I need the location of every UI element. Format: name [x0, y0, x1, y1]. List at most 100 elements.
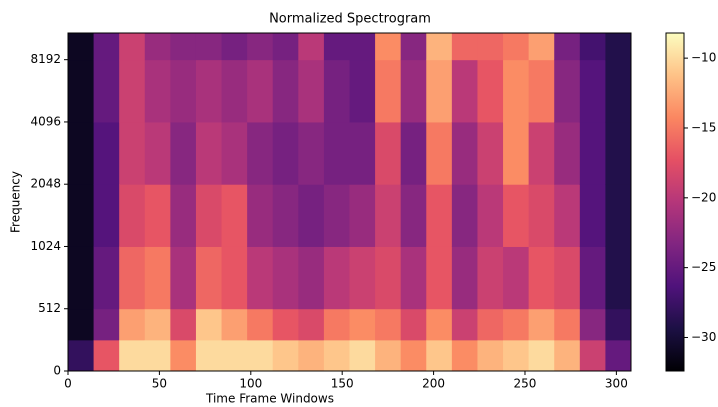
- heatmap-cell: [323, 308, 350, 341]
- x-axis-label: Time Frame Windows: [205, 392, 334, 406]
- colorbar: [665, 32, 685, 372]
- heatmap-cell: [272, 246, 299, 310]
- heatmap-cell: [451, 339, 478, 372]
- y-tick-label: 1024: [30, 239, 61, 253]
- heatmap-cell: [375, 308, 402, 341]
- y-tick-label: 8192: [30, 52, 61, 66]
- heatmap-cell: [170, 33, 197, 61]
- heatmap-cell: [528, 184, 555, 247]
- heatmap-cell: [195, 121, 223, 185]
- heatmap-cell: [554, 33, 581, 61]
- heatmap-cell: [68, 339, 95, 372]
- heatmap-cell: [144, 308, 171, 341]
- heatmap-cell: [272, 59, 299, 123]
- heatmap-cell: [247, 33, 274, 61]
- heatmap-cell: [605, 246, 632, 310]
- heatmap-cell: [119, 121, 146, 185]
- heatmap-cell: [426, 59, 453, 123]
- heatmap-cell: [323, 246, 350, 310]
- heatmap-cell: [349, 121, 376, 185]
- heatmap-cell: [119, 339, 146, 372]
- heatmap-cell: [144, 121, 171, 185]
- heatmap-cell: [272, 184, 299, 247]
- colorbar-tick-label: −20: [691, 190, 716, 204]
- heatmap-cell: [93, 184, 120, 247]
- heatmap-cell: [221, 308, 248, 341]
- heatmap-cell: [323, 184, 350, 247]
- heatmap-cell: [451, 308, 478, 341]
- y-tick-label: 512: [38, 301, 61, 315]
- heatmap-cell: [221, 246, 248, 310]
- heatmap-cell: [93, 308, 120, 341]
- heatmap-cell: [144, 33, 171, 61]
- colorbar-tick-label: −25: [691, 260, 716, 274]
- heatmap-cell: [298, 308, 325, 341]
- x-tick-label: 300: [605, 377, 628, 391]
- heatmap-cell: [144, 59, 171, 123]
- heatmap-cell: [68, 33, 95, 61]
- heatmap-cell: [375, 184, 402, 247]
- heatmap-cell: [221, 121, 248, 185]
- heatmap-cell: [349, 308, 376, 341]
- heatmap-cell: [247, 59, 274, 123]
- heatmap-cell: [170, 308, 197, 341]
- heatmap-cell: [247, 121, 274, 185]
- heatmap-cell: [68, 184, 95, 247]
- heatmap-cell: [528, 59, 555, 123]
- x-tick-label: 50: [152, 377, 167, 391]
- heatmap-cell: [349, 246, 376, 310]
- y-tick-label: 2048: [30, 177, 61, 191]
- heatmap-cell: [221, 59, 248, 123]
- heatmap-cell: [119, 246, 146, 310]
- heatmap-cell: [579, 339, 606, 372]
- y-tick-label: 4096: [30, 114, 61, 128]
- heatmap-cell: [349, 33, 376, 61]
- heatmap-cell: [400, 33, 427, 61]
- heatmap-cell: [477, 33, 504, 61]
- heatmap-cell: [451, 59, 478, 123]
- heatmap-cell: [554, 184, 581, 247]
- heatmap-cell: [68, 59, 95, 123]
- x-tick-label: 150: [331, 377, 354, 391]
- heatmap: [68, 33, 632, 372]
- heatmap-cell: [579, 33, 606, 61]
- heatmap-cell: [426, 184, 453, 247]
- heatmap-cell: [400, 246, 427, 310]
- heatmap-cell: [93, 33, 120, 61]
- heatmap-cell: [272, 33, 299, 61]
- heatmap-cell: [298, 33, 325, 61]
- heatmap-cell: [323, 59, 350, 123]
- heatmap-cell: [247, 339, 274, 372]
- heatmap-cell: [298, 59, 325, 123]
- heatmap-cell: [503, 339, 530, 372]
- heatmap-cell: [579, 121, 606, 185]
- heatmap-cell: [119, 59, 146, 123]
- heatmap-cell: [503, 308, 530, 341]
- heatmap-cell: [349, 184, 376, 247]
- heatmap-cell: [554, 308, 581, 341]
- heatmap-cell: [349, 339, 376, 372]
- heatmap-cell: [170, 59, 197, 123]
- heatmap-cell: [195, 59, 223, 123]
- heatmap-cell: [144, 184, 171, 247]
- heatmap-cell: [247, 308, 274, 341]
- heatmap-cell: [375, 59, 402, 123]
- heatmap-cell: [503, 184, 530, 247]
- heatmap-cell: [68, 246, 95, 310]
- heatmap-cell: [579, 308, 606, 341]
- heatmap-cell: [477, 339, 504, 372]
- heatmap-cell: [400, 121, 427, 185]
- heatmap-cell: [426, 339, 453, 372]
- heatmap-cell: [144, 339, 171, 372]
- heatmap-cell: [528, 33, 555, 61]
- heatmap-cell: [195, 246, 223, 310]
- heatmap-cell: [298, 184, 325, 247]
- heatmap-cell: [503, 59, 530, 123]
- heatmap-cell: [426, 246, 453, 310]
- heatmap-cell: [579, 246, 606, 310]
- heatmap-cell: [426, 33, 453, 61]
- x-tick-label: 0: [64, 377, 72, 391]
- heatmap-cell: [477, 59, 504, 123]
- heatmap-cell: [451, 246, 478, 310]
- heatmap-cell: [195, 184, 223, 247]
